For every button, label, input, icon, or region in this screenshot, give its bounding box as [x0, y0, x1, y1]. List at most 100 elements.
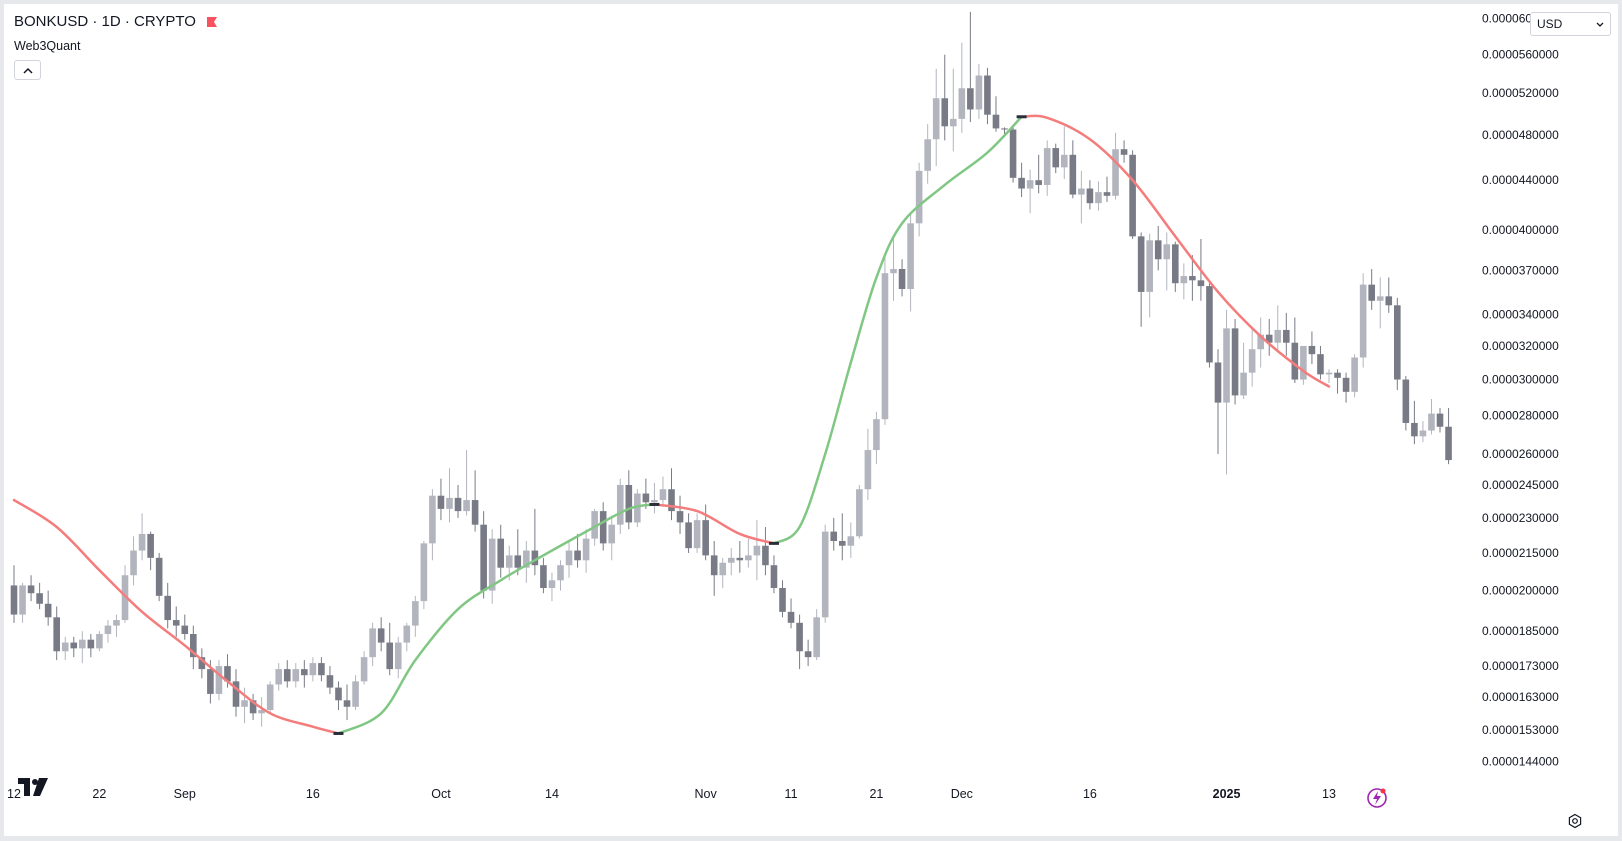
- candle: [514, 529, 522, 576]
- time-axis[interactable]: 12 22 Sep 16 Oct 14 Nov 11 21 Dec 16 2025 13: [7, 787, 1336, 801]
- price-tick-label: 0.0000144000: [1482, 755, 1559, 769]
- candle: [446, 468, 453, 523]
- lightning-bolt-icon[interactable]: [1366, 787, 1388, 809]
- candle-body: [1137, 236, 1145, 292]
- candle-body: [1385, 296, 1393, 306]
- candle: [847, 522, 855, 558]
- candle-body: [70, 642, 78, 649]
- candle: [531, 508, 539, 576]
- price-tick-label: 0.0000560000: [1482, 48, 1559, 62]
- candle: [454, 484, 462, 518]
- candle-body: [412, 601, 419, 626]
- candle: [727, 548, 735, 576]
- candle: [1180, 263, 1188, 300]
- candle: [1445, 408, 1452, 465]
- candle: [1283, 312, 1290, 356]
- candle-body: [377, 628, 385, 643]
- candle: [275, 663, 283, 691]
- candle-body: [787, 611, 795, 623]
- candle-body: [796, 622, 803, 652]
- candle: [779, 580, 786, 618]
- candle-body: [753, 545, 761, 556]
- candle-body: [113, 620, 120, 626]
- candle: [249, 693, 257, 720]
- candle-body: [27, 585, 35, 594]
- candle: [693, 513, 701, 553]
- candle-body: [1368, 284, 1375, 301]
- tradingview-logo[interactable]: [18, 778, 50, 796]
- candle: [830, 517, 838, 551]
- collapse-button[interactable]: [14, 60, 41, 80]
- candle-body: [693, 520, 701, 549]
- candle-body: [557, 565, 564, 581]
- candle: [907, 214, 914, 312]
- symbol-title[interactable]: BONKUSD · 1D · CRYPTO: [14, 13, 218, 30]
- candle-body: [1274, 329, 1282, 343]
- time-tick-label: Nov: [695, 787, 718, 801]
- candle-body: [1325, 372, 1333, 375]
- candle-body: [710, 555, 718, 576]
- candle-body: [625, 484, 633, 523]
- candle: [198, 648, 206, 679]
- gear-icon[interactable]: [1567, 813, 1583, 829]
- candle: [335, 681, 342, 711]
- red-flag-icon[interactable]: [206, 16, 218, 28]
- candle-body: [514, 555, 522, 568]
- candle-body: [454, 497, 462, 512]
- candle-body: [172, 620, 180, 626]
- window-top-border: [0, 0, 1622, 4]
- time-tick-label: Sep: [174, 787, 196, 801]
- candle: [932, 68, 940, 167]
- ma-segment: [653, 503, 776, 545]
- price-tick-label: 0.0000173000: [1482, 659, 1559, 673]
- currency-selector[interactable]: USD: [1530, 12, 1611, 36]
- symbol-label: BONKUSD · 1D · CRYPTO: [14, 13, 196, 30]
- candle-body: [1223, 328, 1230, 403]
- candle-body: [1359, 284, 1367, 358]
- candle-body: [1197, 280, 1205, 287]
- candle-body: [1035, 180, 1042, 185]
- candle-body: [19, 585, 26, 615]
- candle-body: [1069, 154, 1077, 195]
- price-tick-label: 0.0000440000: [1482, 173, 1559, 187]
- candle: [1231, 319, 1239, 405]
- candle: [27, 575, 35, 602]
- candle: [941, 54, 949, 141]
- candle: [1086, 180, 1094, 210]
- candle-body: [181, 625, 189, 635]
- candle-body: [1120, 149, 1128, 155]
- time-tick-label: 13: [1322, 787, 1336, 801]
- candle: [753, 520, 761, 581]
- chevron-down-icon: [1596, 22, 1604, 27]
- candle-body: [283, 669, 291, 682]
- currency-label: USD: [1537, 17, 1563, 31]
- candle: [642, 478, 650, 509]
- indicator-label[interactable]: Web3Quant: [14, 39, 81, 53]
- candle: [634, 489, 641, 527]
- candle-body: [505, 555, 513, 568]
- moving-average-line: [12, 114, 1331, 735]
- price-axis[interactable]: 0.00006000000.00005600000.00005200000.00…: [1482, 12, 1559, 769]
- candle-body: [403, 625, 411, 643]
- candle-body: [821, 531, 829, 618]
- candle-body: [335, 687, 342, 701]
- price-tick-label: 0.0000200000: [1482, 584, 1559, 598]
- candle-body: [1317, 354, 1324, 375]
- candle-body: [232, 681, 240, 707]
- candle: [582, 529, 590, 573]
- candle: [53, 606, 60, 661]
- candle-body: [924, 139, 931, 171]
- candle: [1018, 162, 1025, 198]
- candle-body: [497, 538, 505, 568]
- ma-segment: [12, 498, 340, 735]
- candle: [540, 557, 547, 594]
- candle-body: [1078, 188, 1085, 195]
- candle: [770, 555, 778, 594]
- candle: [804, 639, 812, 667]
- candle: [420, 540, 428, 610]
- candle: [326, 666, 334, 694]
- candle-body: [949, 118, 957, 127]
- price-tick-label: 0.0000230000: [1482, 511, 1559, 525]
- time-tick-label: Dec: [951, 787, 973, 801]
